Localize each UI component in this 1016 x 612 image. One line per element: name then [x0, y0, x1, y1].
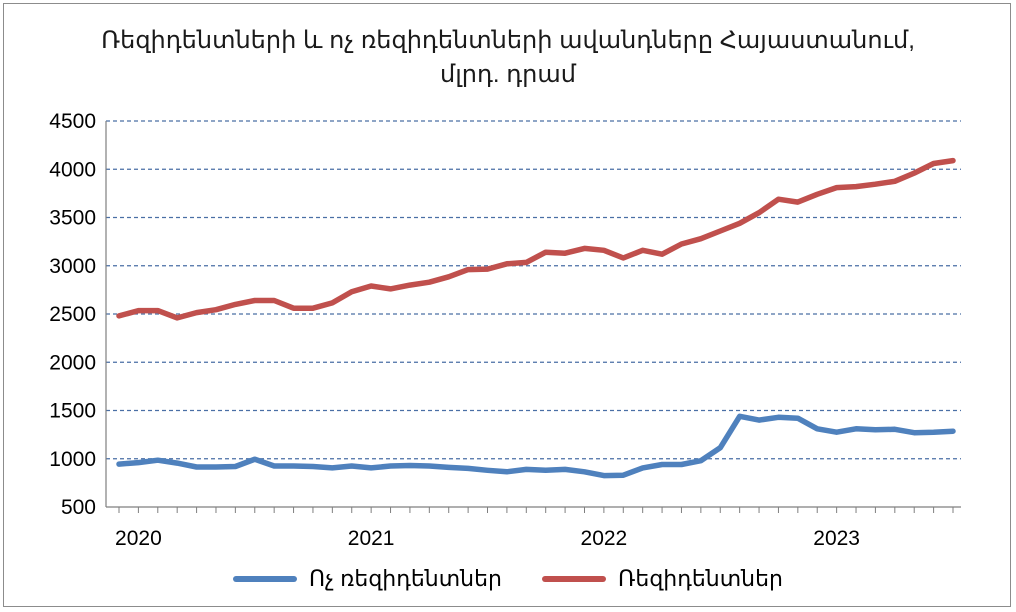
chart-title-line-1: Ռեզիդենտների և ոչ ռեզիդենտների ավանդները… — [101, 27, 915, 54]
y-tick-label-4500: 4500 — [49, 110, 96, 133]
series-line-residents — [116, 157, 956, 321]
x-tick-label-2022: 2022 — [581, 527, 628, 550]
y-tick-label-500: 500 — [61, 496, 96, 519]
x-tick-label-2020: 2020 — [115, 527, 162, 550]
legend-item-non-residents: Ոչ ռեզիդենտներ — [233, 566, 502, 592]
chart-title-line-2: մլրդ. դրամ — [440, 61, 576, 88]
y-axis-ticks: 4500 4000 3500 3000 2500 2000 1500 1000 500 — [49, 110, 96, 519]
y-tick-label-2000: 2000 — [49, 351, 96, 374]
axes — [105, 121, 961, 513]
series-line-non-residents — [116, 413, 956, 479]
x-axis-ticks: 2020 2021 2022 2023 — [115, 527, 860, 550]
y-tick-label-3500: 3500 — [49, 207, 96, 230]
y-tick-label-1500: 1500 — [49, 400, 96, 423]
chart-title: Ռեզիդենտների և ոչ ռեզիդենտների ավանդները… — [0, 24, 1016, 92]
legend-item-residents: Ռեզիդենտներ — [541, 566, 783, 592]
legend-swatch-non-residents — [233, 576, 298, 582]
y-tick-label-4000: 4000 — [49, 158, 96, 181]
series-lines — [116, 157, 956, 479]
legend-label-non-residents: Ոչ ռեզիդենտներ — [309, 566, 502, 591]
legend: Ոչ ռեզիդենտներ Ռեզիդենտներ — [0, 566, 1016, 592]
legend-label-residents: Ռեզիդենտներ — [617, 566, 783, 591]
x-tick-label-2023: 2023 — [813, 527, 860, 550]
x-tick-label-2021: 2021 — [348, 527, 395, 550]
y-tick-label-2500: 2500 — [49, 303, 96, 326]
y-tick-label-3000: 3000 — [49, 255, 96, 278]
chart-frame — [3, 3, 1011, 607]
gridlines — [106, 120, 961, 460]
y-tick-label-1000: 1000 — [49, 448, 96, 471]
legend-swatch-residents — [541, 576, 606, 582]
